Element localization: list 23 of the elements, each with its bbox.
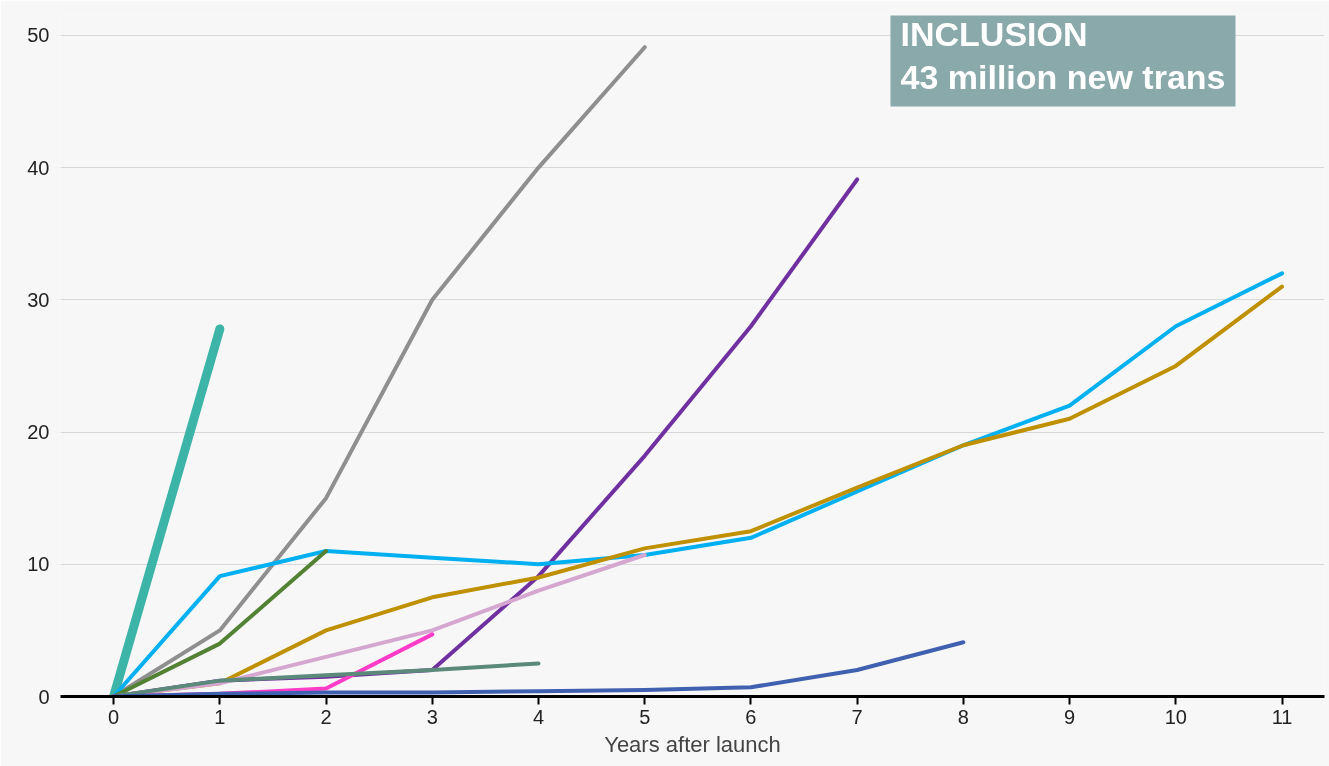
- x-tick-label: 4: [532, 705, 545, 728]
- x-tick-label: 11: [1271, 705, 1293, 728]
- y-tick-label: 30: [27, 288, 50, 311]
- x-tick-label: 5: [639, 705, 651, 728]
- y-tick-label: 10: [27, 553, 50, 576]
- y-tick-label: 40: [27, 156, 50, 179]
- x-tick-label: 3: [426, 705, 438, 728]
- line-series: [111, 661, 541, 697]
- x-tick-label: 1: [214, 705, 226, 728]
- x-tick-label: 8: [957, 705, 969, 728]
- text: 43 million new trans: [900, 58, 1226, 97]
- y-tick-label: 50: [27, 24, 50, 47]
- x-tick-label: 9: [1064, 705, 1076, 728]
- chart-title: INCLUSION: [900, 14, 1088, 53]
- x-axis-title: Years after launch: [604, 731, 781, 757]
- line-series: [111, 640, 966, 697]
- x-tick-label: 2: [320, 705, 332, 728]
- y-tick-label: 0: [38, 685, 50, 708]
- x-tick-label: 10: [1164, 705, 1187, 728]
- y-tick-label: 20: [27, 421, 50, 444]
- x-tick-label: 6: [745, 705, 757, 728]
- x-tick-label: 7: [851, 705, 863, 728]
- x-tick-label: 0: [108, 705, 120, 728]
